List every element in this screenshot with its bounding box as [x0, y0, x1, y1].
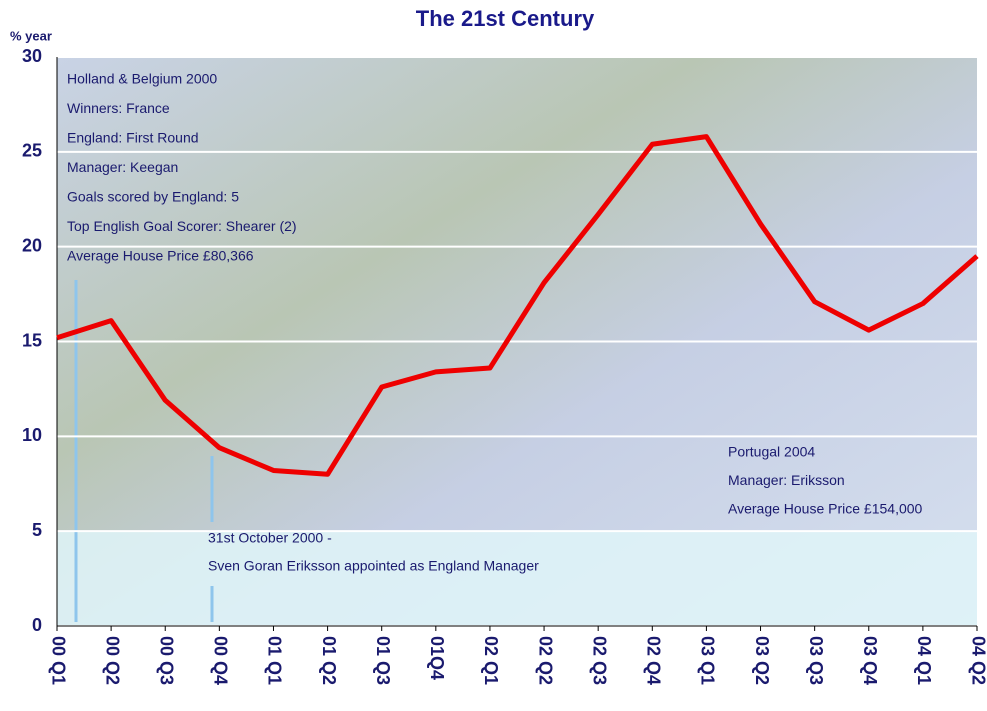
annotation-text: Top English Goal Scorer: Shearer (2)	[67, 218, 297, 234]
annotation-text: Holland & Belgium 2000	[67, 71, 217, 87]
annotation-text: Winners: France	[67, 100, 170, 116]
y-tick-label: 25	[22, 141, 42, 161]
y-tick-label: 15	[22, 330, 42, 350]
x-tick-label: 00 Q2	[102, 636, 122, 685]
annotation-text: Sven Goran Eriksson appointed as England…	[208, 558, 539, 574]
x-tick-label: 00 Q3	[156, 636, 176, 685]
x-tick-label: 03 Q2	[752, 636, 772, 685]
x-tick-label: 01 Q3	[373, 636, 393, 685]
y-tick-label: 20	[22, 235, 42, 255]
annotation-text: Goals scored by England: 5	[67, 189, 239, 205]
y-tick-label: 5	[32, 520, 42, 540]
annotation-text: Manager: Keegan	[67, 159, 178, 175]
x-tick-label: 01 Q1	[265, 636, 285, 685]
x-tick-label: 03 Q1	[698, 636, 718, 685]
chart: The 21st Century % year 0 5 10 15 20 25 30 00 Q…	[0, 0, 987, 711]
x-tick-label: 02 Q1	[481, 636, 501, 685]
annotation-text: 31st October 2000 -	[208, 530, 332, 546]
y-axis-label: % year	[10, 28, 52, 43]
y-tick-label: 10	[22, 425, 42, 445]
x-tick-label: 03 Q3	[806, 636, 826, 685]
x-tick-label: 02 Q3	[589, 636, 609, 685]
annotation-text: Portugal 2004	[728, 444, 815, 460]
x-tick-label: 04 Q2	[968, 636, 987, 685]
x-tick-label: 02 Q4	[644, 636, 664, 685]
x-tick-label: 00 Q4	[211, 636, 231, 685]
annotation-text: Manager: Eriksson	[728, 472, 845, 488]
annotation-text: England: First Round	[67, 130, 199, 146]
x-tick-label: 01 Q2	[319, 636, 339, 685]
x-tick-label: 03 Q4	[860, 636, 880, 685]
y-tick-label: 0	[32, 615, 42, 635]
annotation-text: Average House Price £154,000	[728, 501, 923, 517]
x-tick-label: 04 Q1	[914, 636, 934, 685]
x-tick-label: 01Q4	[427, 636, 447, 680]
x-tick-label: 02 Q2	[535, 636, 555, 685]
lower-band	[57, 531, 977, 626]
y-tick-label: 30	[22, 46, 42, 66]
x-tick-label: 00 Q1	[48, 636, 68, 685]
page: {"chart_data": {"type": "line", "title":…	[0, 0, 987, 711]
chart-title: The 21st Century	[416, 6, 595, 31]
annotation-text: Average House Price £80,366	[67, 248, 254, 264]
